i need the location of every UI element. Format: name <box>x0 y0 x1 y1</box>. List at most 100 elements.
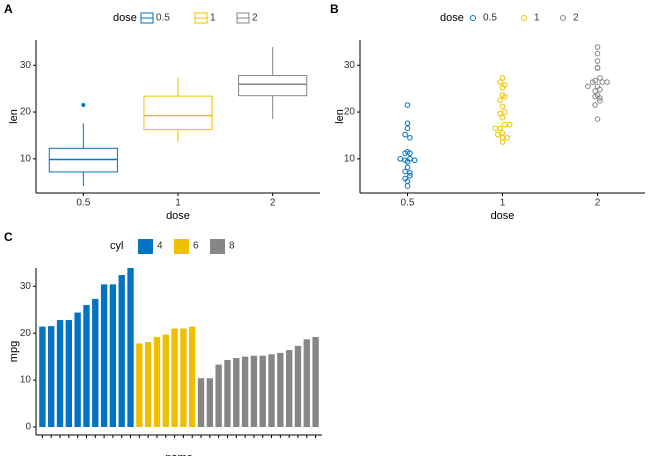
dot <box>497 79 503 85</box>
bar <box>277 352 284 428</box>
legend-key <box>521 15 527 21</box>
dot <box>506 121 513 128</box>
bar <box>109 284 117 428</box>
dot <box>502 109 508 115</box>
dot <box>604 79 610 85</box>
dot <box>499 114 506 121</box>
y-axis-label: len <box>334 109 346 124</box>
bar <box>268 354 275 428</box>
legend-label: 0.5 <box>483 13 497 24</box>
legend-label: 8 <box>229 241 235 252</box>
x-tick-label: 2 <box>595 198 601 209</box>
dot <box>404 102 411 108</box>
dot <box>499 130 506 136</box>
bar <box>303 339 310 428</box>
legend-key <box>138 239 153 254</box>
bar <box>250 355 258 428</box>
y-axis-label: mpg <box>8 341 20 362</box>
dot <box>404 149 411 155</box>
bar <box>162 334 169 428</box>
dot <box>592 102 598 108</box>
bar <box>171 328 178 428</box>
bar <box>83 305 90 428</box>
x-axis-label: dose <box>491 210 515 222</box>
dot <box>594 116 601 122</box>
x-tick-label: 1 <box>175 198 181 209</box>
bar <box>127 267 134 428</box>
bar <box>74 312 81 428</box>
dot <box>597 98 603 104</box>
dot <box>402 175 408 182</box>
dot <box>502 82 508 88</box>
x-axis-label: dose <box>166 210 190 222</box>
y-tick-label: 20 <box>20 107 32 118</box>
y-tick-label: 30 <box>344 60 356 71</box>
bar <box>144 342 152 428</box>
dot <box>497 97 503 104</box>
bar <box>48 326 55 428</box>
dot <box>594 83 601 90</box>
dot <box>504 134 511 141</box>
x-tick-label: 2 <box>270 198 276 209</box>
dot <box>597 75 603 81</box>
bar <box>56 320 64 428</box>
dot <box>592 88 598 94</box>
legend-label: 2 <box>573 13 579 24</box>
y-tick-label: 10 <box>344 153 356 164</box>
dot <box>594 58 601 64</box>
dot <box>404 125 411 132</box>
x-axis-label: name <box>165 452 193 456</box>
bar <box>100 284 108 428</box>
panel-tag: B <box>330 2 339 16</box>
bar <box>285 350 293 428</box>
dot <box>407 134 413 141</box>
dot <box>497 110 503 117</box>
dot <box>397 156 404 162</box>
y-tick-label: 10 <box>20 375 32 386</box>
legend-label: 0.5 <box>156 13 170 24</box>
dot <box>407 156 413 162</box>
x-tick-label: 0.5 <box>76 198 90 209</box>
dot <box>404 164 411 171</box>
bar <box>224 359 231 428</box>
legend-key <box>174 239 189 254</box>
legend-label: 1 <box>210 13 216 24</box>
dot <box>402 131 408 138</box>
dot <box>402 157 408 164</box>
legend-key <box>470 15 476 21</box>
y-tick-label: 30 <box>20 60 32 71</box>
legend-label: 1 <box>534 13 540 24</box>
dot <box>494 131 501 138</box>
y-tick-label: 0 <box>25 422 31 433</box>
bar <box>92 298 99 428</box>
dot <box>594 50 601 57</box>
dot <box>402 168 408 175</box>
bar <box>39 326 46 428</box>
outlier <box>81 103 86 108</box>
legend-key <box>210 239 225 254</box>
dot <box>499 103 506 110</box>
legend-title: dose <box>113 12 137 24</box>
dot <box>411 157 418 164</box>
legend-label: 2 <box>252 13 258 24</box>
dot <box>404 120 411 127</box>
bar <box>215 364 222 428</box>
dot <box>499 75 506 81</box>
box <box>238 75 308 97</box>
legend-title: dose <box>440 12 464 24</box>
dot <box>585 83 591 90</box>
bar <box>118 275 125 428</box>
dot <box>499 92 506 99</box>
dot <box>502 121 508 128</box>
bar <box>241 356 249 428</box>
legend-label: 6 <box>193 241 199 252</box>
dot <box>407 172 413 179</box>
dot <box>497 125 503 132</box>
bar <box>136 343 143 428</box>
legend-title: cyl <box>110 240 123 252</box>
panel-tag: A <box>4 2 13 16</box>
dot <box>592 77 598 84</box>
legend-key <box>560 15 566 21</box>
dot <box>594 92 601 99</box>
